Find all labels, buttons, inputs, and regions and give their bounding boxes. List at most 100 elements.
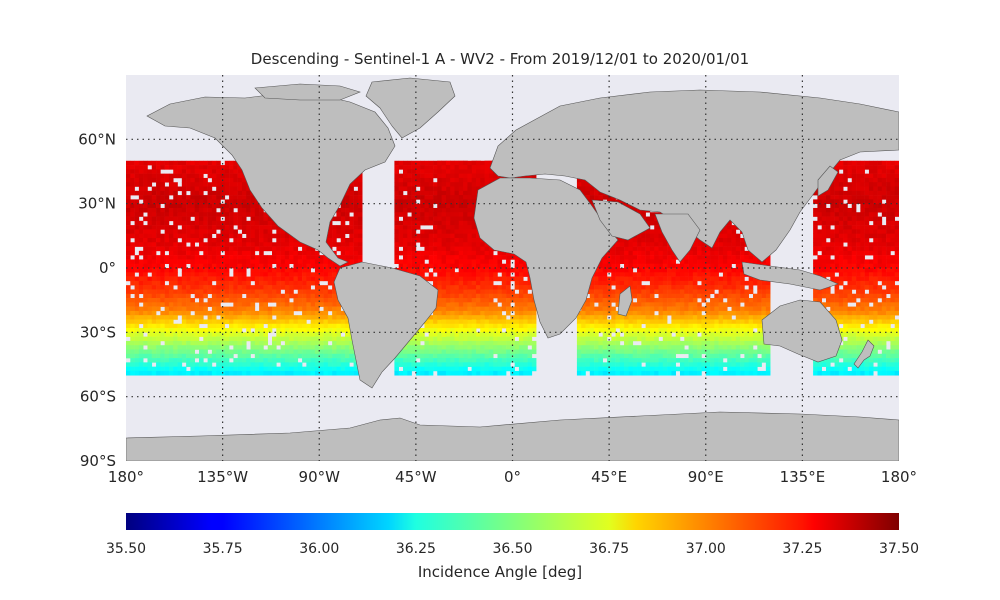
data-cell (293, 259, 299, 265)
data-cell (437, 310, 442, 316)
data-cell (143, 276, 148, 282)
data-cell (211, 177, 217, 183)
data-cell (293, 272, 299, 277)
data-cell (506, 332, 511, 337)
data-cell (147, 366, 153, 372)
data-cell (437, 302, 442, 307)
data-cell (216, 225, 221, 230)
data-cell (306, 293, 311, 299)
data-cell (229, 362, 234, 367)
data-cell (297, 319, 303, 325)
data-cell (190, 328, 196, 333)
data-cell (531, 358, 537, 363)
data-cell (289, 336, 294, 342)
data-cell (454, 169, 460, 174)
data-cell (336, 242, 342, 247)
data-cell (310, 259, 316, 265)
data-cell (272, 370, 277, 376)
data-cell (272, 340, 277, 346)
data-cell (134, 160, 140, 166)
data-cell (428, 362, 434, 367)
data-cell (177, 293, 183, 299)
data-cell (476, 315, 481, 320)
data-cell (402, 250, 408, 256)
data-cell (463, 340, 468, 346)
data-cell (147, 207, 153, 213)
data-cell (293, 263, 299, 269)
data-cell (349, 255, 354, 260)
data-cell (598, 272, 603, 277)
data-cell (138, 370, 144, 376)
data-cell (186, 173, 191, 179)
data-cell (501, 323, 507, 329)
data-cell (254, 323, 260, 329)
data-cell (147, 336, 153, 342)
data-cell (327, 220, 333, 226)
data-cell (160, 345, 165, 350)
data-cell (314, 328, 320, 333)
data-cell (177, 203, 183, 209)
data-cell (186, 212, 191, 217)
data-cell (314, 285, 320, 290)
data-cell (186, 165, 191, 170)
data-cell (134, 242, 140, 247)
data-cell (476, 160, 481, 166)
data-cell (467, 332, 472, 337)
data-cell (497, 306, 503, 312)
data-cell (589, 293, 595, 299)
data-cell (407, 353, 412, 359)
data-cell (211, 203, 217, 209)
data-cell (160, 220, 165, 226)
data-cell (168, 366, 174, 372)
data-cell (126, 165, 131, 170)
data-cell (411, 186, 417, 192)
data-cell (336, 255, 342, 260)
data-cell (458, 353, 464, 359)
data-cell (407, 358, 412, 363)
data-cell (134, 177, 140, 183)
data-cell (186, 323, 191, 329)
data-cell (302, 323, 307, 329)
data-cell (194, 293, 200, 299)
data-cell (598, 370, 603, 376)
data-cell (501, 263, 507, 269)
data-cell (199, 190, 204, 196)
data-cell (445, 169, 451, 174)
data-cell (437, 306, 442, 312)
data-cell (506, 366, 511, 372)
data-cell (199, 332, 204, 337)
data-cell (394, 362, 399, 367)
data-cell (126, 268, 131, 273)
data-cell (216, 332, 221, 337)
data-cell (284, 285, 290, 290)
data-cell (134, 328, 140, 333)
data-cell (589, 366, 595, 372)
data-cell (441, 255, 447, 260)
data-cell (168, 259, 174, 265)
data-cell (340, 225, 346, 230)
data-cell (433, 285, 438, 290)
data-cell (523, 310, 528, 316)
data-cell (428, 272, 434, 277)
data-cell (345, 190, 350, 196)
data-cell (463, 306, 468, 312)
data-cell (254, 315, 260, 320)
data-cell (207, 216, 213, 222)
data-cell (336, 229, 342, 234)
data-cell (411, 263, 417, 269)
data-cell (407, 340, 412, 346)
data-cell (407, 225, 412, 230)
data-cell (463, 336, 468, 342)
data-cell (407, 216, 412, 222)
data-cell (345, 237, 350, 243)
data-cell (527, 366, 533, 372)
data-cell (211, 199, 217, 204)
data-cell (284, 293, 290, 299)
data-cell (190, 237, 196, 243)
data-cell (302, 250, 307, 256)
data-cell (126, 289, 131, 295)
data-cell (458, 190, 464, 196)
data-cell (488, 340, 494, 346)
data-cell (220, 225, 226, 230)
